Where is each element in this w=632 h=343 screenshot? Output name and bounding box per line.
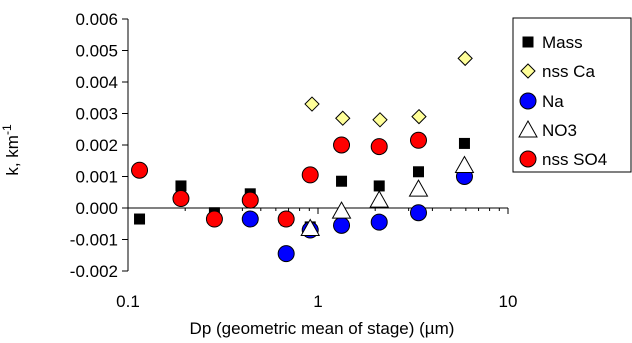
legend-item: NO3 (518, 119, 577, 140)
data-point (301, 166, 319, 184)
legend-marker (520, 63, 536, 79)
data-point (134, 213, 146, 225)
legend-item: nss Ca (520, 62, 595, 81)
legend-label: NO3 (542, 121, 577, 140)
data-point (172, 190, 190, 208)
y-tick-label: -0.001 (70, 231, 118, 250)
legend-label: nss Ca (542, 62, 595, 81)
legend-item: nss SO4 (519, 150, 607, 169)
data-point (175, 180, 187, 192)
y-tick-label: 0.004 (75, 73, 118, 92)
data-point (277, 210, 295, 228)
x-tick-label: 1 (313, 292, 322, 311)
data-point (458, 137, 470, 149)
x-tick-label: 10 (499, 292, 518, 311)
data-point (409, 131, 427, 149)
y-tick-label: -0.002 (70, 262, 118, 281)
y-axis-label-superscript: -1 (0, 124, 14, 135)
data-point (373, 180, 385, 192)
y-tick-label: 0.001 (75, 168, 118, 187)
data-point (131, 161, 149, 179)
data-point (454, 155, 475, 173)
data-point (457, 50, 473, 67)
legend-marker (519, 92, 537, 110)
data-point (241, 210, 259, 228)
legend: Mass nss Ca Na NO3 nss SO4 (512, 17, 632, 173)
data-point (370, 138, 388, 156)
data-point (370, 213, 388, 231)
data-point (336, 175, 348, 187)
data-point (300, 218, 321, 236)
data-point (372, 112, 388, 128)
data-point (205, 210, 223, 228)
legend-marker (522, 36, 534, 48)
data-point (277, 245, 295, 263)
data-point (333, 136, 351, 154)
legend-label: Mass (542, 33, 583, 52)
series-no3 (300, 155, 475, 236)
data-point (412, 166, 424, 178)
data-point (304, 96, 320, 112)
legend-item: Na (519, 92, 564, 111)
x-tick-label: 0.1 (116, 292, 140, 311)
y-tick-label: 0.005 (75, 42, 118, 61)
data-point (411, 108, 427, 125)
legend-marker (518, 119, 538, 138)
legend-label: Na (542, 92, 564, 111)
legend-marker (519, 150, 537, 168)
y-tick-label: 0.003 (75, 105, 118, 124)
x-axis-label: Dp (geometric mean of stage) (µm) (190, 319, 455, 338)
data-point (331, 201, 352, 219)
data-point (369, 190, 390, 208)
data-point (409, 204, 427, 222)
y-tick-label: 0.006 (75, 10, 118, 29)
y-tick-label: 0.000 (75, 199, 118, 218)
series-nss-ca (304, 50, 473, 128)
series-nss-so4 (131, 131, 427, 228)
y-axis-label: k, km-1 (0, 124, 22, 176)
legend-label: nss SO4 (542, 150, 607, 169)
data-point (335, 110, 351, 126)
axis-ticks: -0.002 -0.001 0.000 0.001 0.002 0.003 0.004 0.0… (70, 10, 518, 311)
series-layer (131, 50, 475, 263)
data-point (333, 216, 351, 234)
legend-item: Mass (522, 33, 583, 52)
data-point (241, 191, 259, 209)
y-tick-label: 0.002 (75, 136, 118, 155)
data-point (408, 179, 429, 197)
series-na (241, 168, 473, 263)
